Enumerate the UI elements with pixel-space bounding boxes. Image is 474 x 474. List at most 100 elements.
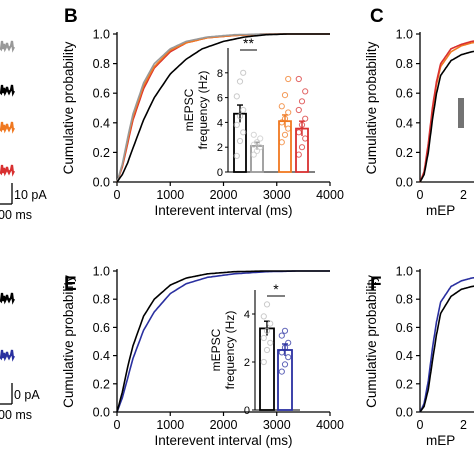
series-line xyxy=(419,41,474,183)
inset-data-point xyxy=(281,327,289,334)
panel-f: F 0.0 0.2 0.4 0.6 0.8 1.0 0 2 mEP Cumulative proba… xyxy=(364,265,474,448)
trace xyxy=(0,40,15,53)
panel-letter: E xyxy=(64,274,77,295)
inset-y-tick-label: 0 xyxy=(244,405,250,417)
y-tick-label: 0.4 xyxy=(93,116,110,130)
panel-letter: F xyxy=(370,274,382,295)
series-line xyxy=(419,276,474,413)
inset-data-point xyxy=(260,358,267,366)
y-axis-label: Cumulative probability xyxy=(61,275,76,408)
inset-y-tick-label: 2 xyxy=(217,142,223,154)
y-axis-label: Cumulative probability xyxy=(364,275,379,408)
inset-data-point xyxy=(263,327,271,334)
x-tick-label: 1000 xyxy=(156,418,184,432)
y-tick-label: 0.6 xyxy=(93,87,110,101)
inset-data-point xyxy=(278,332,285,339)
y-tick-label: 0.8 xyxy=(396,57,413,71)
x-tick-label: 2000 xyxy=(210,418,238,432)
inset-data-point xyxy=(250,151,257,158)
inset-data-point xyxy=(260,313,267,320)
y-tick-label: 0.6 xyxy=(93,321,110,335)
panel-letter: B xyxy=(64,6,78,27)
inset-y-label-line: frequency (Hz) xyxy=(223,311,237,390)
inset-y-tick-label: 4 xyxy=(244,309,250,321)
inset-data-point xyxy=(257,144,264,151)
y-tick-label: 0.6 xyxy=(396,321,413,335)
y-tick-label: 0.4 xyxy=(93,349,110,363)
inset-data-point xyxy=(250,131,257,138)
x-tick-label: 0 xyxy=(417,418,424,432)
x-tick-label: 2 xyxy=(460,418,467,432)
inset-y-axis-label: mEPSCfrequency (Hz) xyxy=(182,71,210,150)
inset-data-point xyxy=(278,119,285,126)
inset-label-fragment xyxy=(458,98,464,128)
series-line xyxy=(116,270,330,413)
inset-data-point xyxy=(298,98,306,105)
inset-data-point xyxy=(240,106,247,114)
inset-data-point xyxy=(302,135,309,142)
y-tick-label: 0.0 xyxy=(93,176,110,190)
y-tick-label: 0.0 xyxy=(396,176,413,190)
inset-data-point xyxy=(260,334,267,342)
inset-y-tick-label: 6 xyxy=(217,93,223,105)
significance-label: * xyxy=(273,281,279,297)
inset-data-point xyxy=(295,129,302,136)
inset-data-point xyxy=(257,135,264,142)
y-axis-label: Cumulative probability xyxy=(364,41,379,174)
series-line xyxy=(419,50,474,183)
inset-data-point xyxy=(278,368,285,375)
inset-data-point xyxy=(233,93,240,100)
x-axis-label: mEP xyxy=(426,433,455,448)
inset-data-point xyxy=(281,361,289,368)
inset-bar xyxy=(278,120,292,173)
y-tick-label: 1.0 xyxy=(396,28,413,42)
y-tick-label: 0.6 xyxy=(396,87,413,101)
y-tick-label: 0.8 xyxy=(93,57,110,71)
inset-data-point xyxy=(285,75,292,83)
inset-bar-chart: 0 2 4 mEPSCfrequency (Hz) * xyxy=(209,281,300,417)
inset-data-point xyxy=(295,75,302,83)
inset-y-label-line: mEPSC xyxy=(182,88,196,131)
inset-bar-chart: 0 2 4 6 8 mEPSCfrequency (Hz) ** xyxy=(182,35,315,179)
inset-data-point xyxy=(281,92,289,99)
y-tick-label: 1.0 xyxy=(93,28,110,42)
y-tick-label: 0.2 xyxy=(93,146,110,160)
scale-bar-amp-label: 0 pA xyxy=(14,388,40,402)
inset-data-point xyxy=(253,147,261,155)
x-tick-label: 4000 xyxy=(316,418,344,432)
trace xyxy=(0,292,15,305)
significance-label: ** xyxy=(243,35,254,51)
y-tick-label: 0.2 xyxy=(93,377,110,391)
inset-data-point xyxy=(263,301,271,308)
inset-data-point xyxy=(263,346,271,354)
inset-data-point xyxy=(285,125,292,132)
trace xyxy=(0,121,15,134)
series-line xyxy=(419,40,474,183)
y-tick-label: 1.0 xyxy=(396,265,413,279)
inset-data-point xyxy=(236,78,244,85)
inset-data-point xyxy=(281,115,289,122)
y-tick-label: 0.8 xyxy=(396,293,413,307)
inset-data-point xyxy=(285,354,292,361)
inset-data-point xyxy=(285,109,292,116)
inset-data-point xyxy=(298,121,306,128)
panel-c: C 0.0 0.2 0.4 0.6 0.8 1.0 0 2 mEP Cumulative proba… xyxy=(364,6,474,218)
example-traces: 10 pA 00 ms 0 pA 00 ms xyxy=(0,40,47,422)
inset-data-point xyxy=(240,69,247,76)
inset-data-point xyxy=(281,344,289,351)
y-tick-label: 0.0 xyxy=(396,406,413,420)
inset-y-label-line: frequency (Hz) xyxy=(196,71,210,150)
inset-y-tick-label: 4 xyxy=(217,117,223,129)
scale-bar-time-label: 00 ms xyxy=(0,408,32,422)
panel-letter: C xyxy=(370,6,384,27)
inset-data-point xyxy=(285,339,292,346)
x-axis-label: Interevent interval (ms) xyxy=(154,203,292,218)
inset-data-point xyxy=(267,320,274,327)
y-tick-label: 0.2 xyxy=(396,146,413,160)
inset-data-point xyxy=(240,129,247,136)
y-tick-label: 0.4 xyxy=(396,116,413,130)
inset-data-point xyxy=(253,139,261,146)
inset-data-point xyxy=(267,339,274,346)
trace xyxy=(0,349,15,362)
x-tick-label: 3000 xyxy=(263,188,291,202)
